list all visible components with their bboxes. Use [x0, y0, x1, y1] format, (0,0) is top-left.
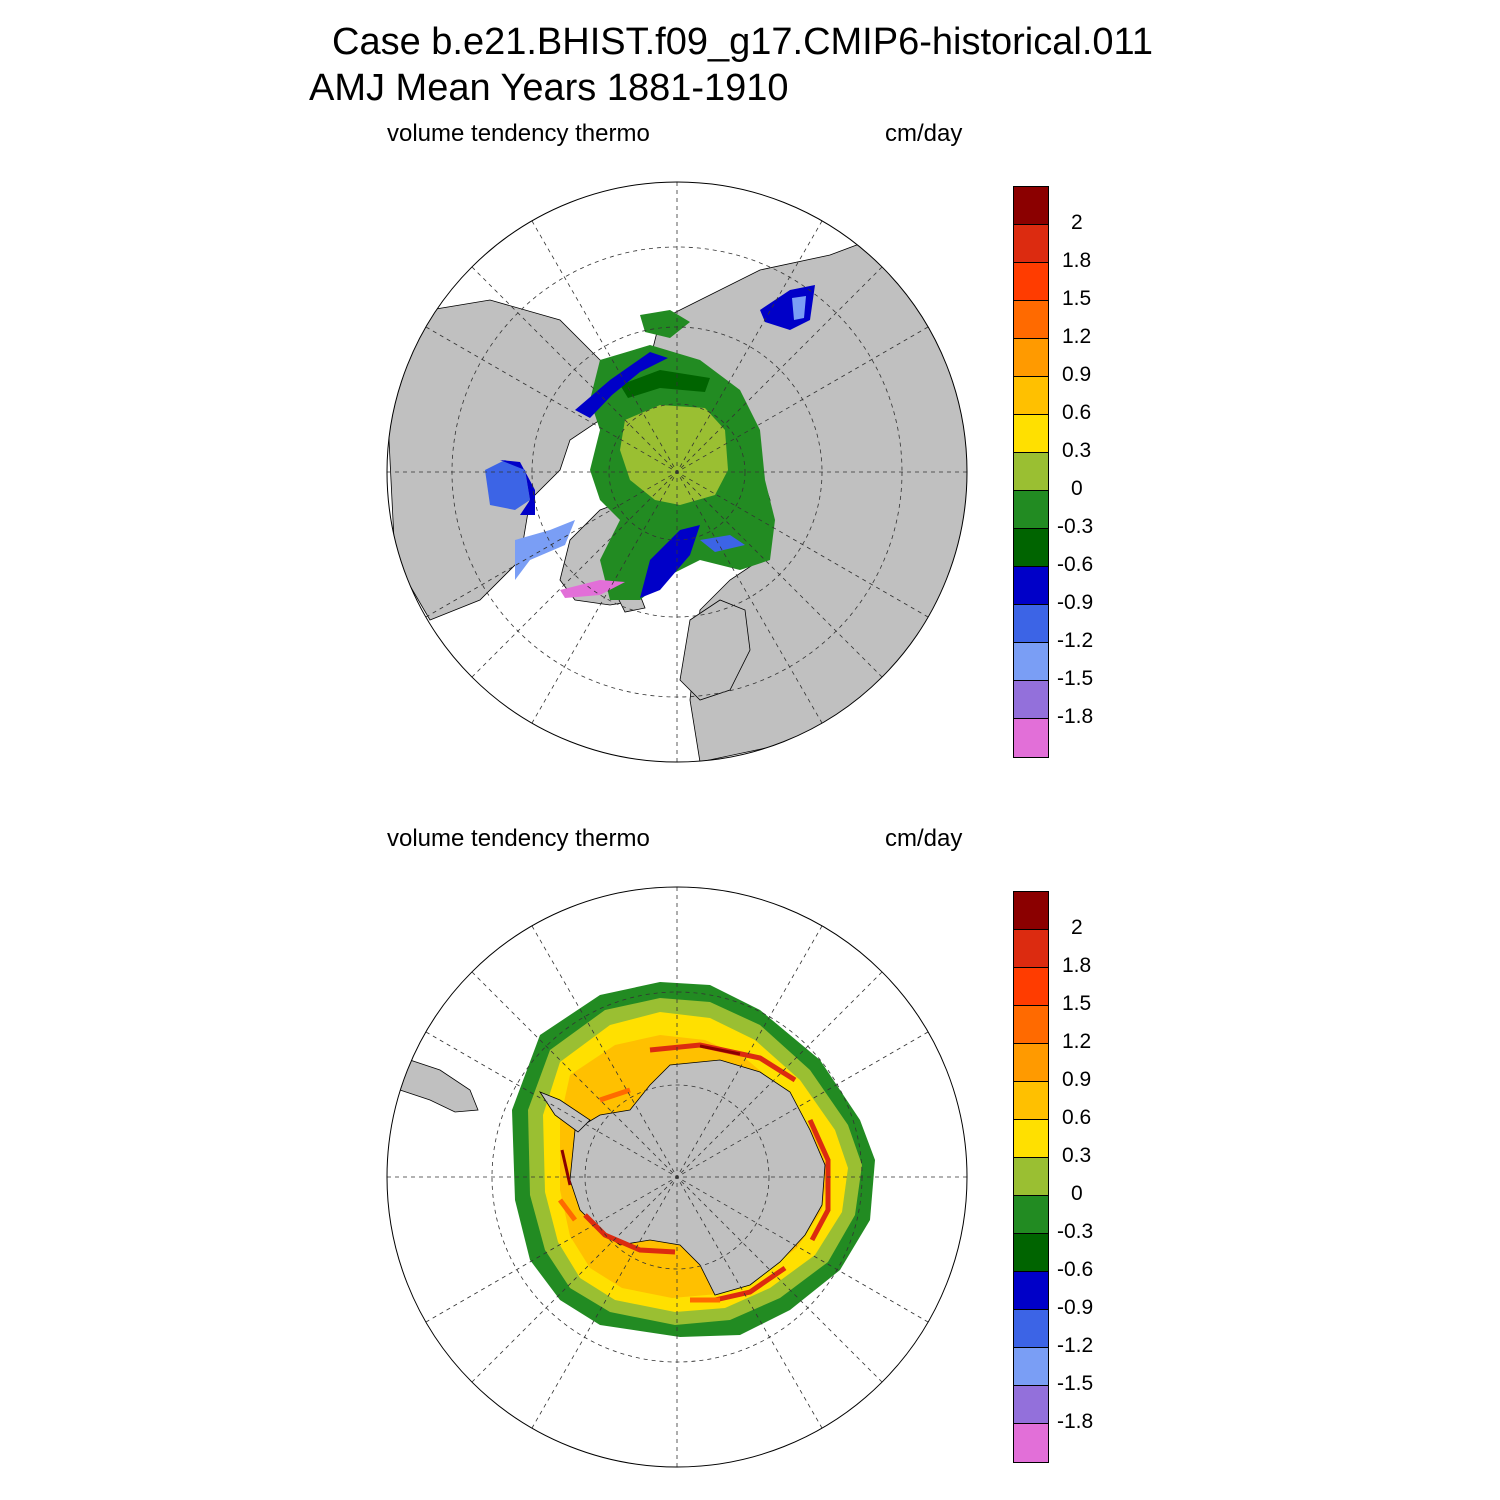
antarctic-ice-coastal-orange [558, 1087, 720, 1303]
colorbar-tick-label: -1.8 [1057, 705, 1094, 728]
colorbar-segment [1014, 225, 1048, 263]
arctic-graticule [387, 182, 967, 762]
colorbar-segment [1014, 415, 1048, 453]
arctic-ice-hudson-outer [500, 460, 535, 515]
colorbar-segment [1014, 453, 1048, 491]
arctic-ice-barents [640, 525, 700, 598]
panel2-units-label: cm/day [885, 825, 963, 852]
colorbar-tick-label: -0.6 [1057, 553, 1094, 576]
colorbar-tick-label: 1.2 [1062, 1030, 1092, 1053]
arctic-ice-hudson [485, 460, 530, 510]
panel2-colorbar [1013, 891, 1049, 1463]
arctic-ice-okhotsk [760, 285, 815, 330]
arctic-land-europe [679, 599, 751, 701]
arctic-ice-band-blue [575, 352, 668, 418]
colorbar-segment [1014, 529, 1048, 567]
colorbar-tick-label: 1.2 [1062, 325, 1092, 348]
colorbar-segment [1014, 1310, 1048, 1348]
colorbar-tick-label: -0.6 [1057, 1258, 1094, 1281]
panel1-colorbar [1013, 186, 1049, 758]
colorbar-tick-label: -1.8 [1057, 1410, 1094, 1433]
arctic-ice-barents-light [700, 535, 745, 552]
colorbar-segment [1014, 681, 1048, 719]
colorbar-segment [1014, 1348, 1048, 1386]
colorbar-segment [1014, 892, 1048, 930]
colorbar-segment [1014, 1082, 1048, 1120]
colorbar-tick-label: -0.3 [1057, 1220, 1094, 1243]
colorbar-tick-label: 0.9 [1062, 1068, 1092, 1091]
colorbar-segment [1014, 1158, 1048, 1196]
arctic-map-border [386, 181, 968, 763]
arctic-ice-greenland-edge [560, 580, 625, 598]
colorbar-segment [1014, 1120, 1048, 1158]
antarctic-graticule [387, 887, 967, 1467]
colorbar-tick-label: 0.6 [1062, 1106, 1092, 1129]
colorbar-segment [1014, 605, 1048, 643]
colorbar-segment [1014, 968, 1048, 1006]
colorbar-segment [1014, 1006, 1048, 1044]
panel1-units-label: cm/day [885, 120, 963, 147]
colorbar-tick-label: -1.5 [1057, 667, 1094, 690]
arctic-land-america [387, 299, 631, 621]
colorbar-segment [1014, 1272, 1048, 1310]
arctic-ice-labrador [515, 520, 575, 580]
colorbar-tick-label: 0.9 [1062, 363, 1092, 386]
colorbar-tick-label: 0 [1071, 1182, 1083, 1205]
colorbar-tick-label: 0.3 [1062, 1144, 1092, 1167]
colorbar-tick-label: -1.5 [1057, 1372, 1094, 1395]
colorbar-segment [1014, 1424, 1048, 1462]
antarctic-map-border [386, 886, 968, 1468]
colorbar-segment [1014, 567, 1048, 605]
colorbar-segment [1014, 1044, 1048, 1082]
colorbar-tick-label: -0.3 [1057, 515, 1094, 538]
colorbar-segment [1014, 339, 1048, 377]
colorbar-tick-label: -1.2 [1057, 1334, 1094, 1357]
colorbar-tick-label: -1.2 [1057, 629, 1094, 652]
colorbar-segment [1014, 491, 1048, 529]
arctic-ice-okhotsk-light [792, 296, 806, 320]
arctic-ice-band-dark [620, 370, 710, 398]
colorbar-segment [1014, 643, 1048, 681]
figure-title-line1: Case b.e21.BHIST.f09_g17.CMIP6-historica… [332, 21, 1153, 63]
colorbar-segment [1014, 719, 1048, 757]
colorbar-tick-label: 1.8 [1062, 954, 1092, 977]
colorbar-tick-label: 1.5 [1062, 287, 1092, 310]
colorbar-segment [1014, 930, 1048, 968]
colorbar-segment [1014, 263, 1048, 301]
colorbar-segment [1014, 1386, 1048, 1424]
antarctic-ice-coastal-darkred [560, 1044, 741, 1186]
figure-title-line2: AMJ Mean Years 1881-1910 [309, 67, 789, 109]
colorbar-segment [1014, 1234, 1048, 1272]
colorbar-tick-label: 0 [1071, 477, 1083, 500]
colorbar-tick-label: 0.3 [1062, 439, 1092, 462]
colorbar-tick-label: 2 [1071, 916, 1083, 939]
colorbar-tick-label: -0.9 [1057, 591, 1094, 614]
colorbar-segment [1014, 377, 1048, 415]
colorbar-segment [1014, 301, 1048, 339]
arctic-ice-bering [640, 310, 690, 338]
colorbar-segment [1014, 187, 1048, 225]
colorbar-tick-label: -0.9 [1057, 1296, 1094, 1319]
panel2-variable-label: volume tendency thermo [387, 825, 650, 852]
panel1-variable-label: volume tendency thermo [387, 120, 650, 147]
colorbar-segment [1014, 1196, 1048, 1234]
colorbar-tick-label: 2 [1071, 211, 1083, 234]
colorbar-tick-label: 1.8 [1062, 249, 1092, 272]
colorbar-tick-label: 1.5 [1062, 992, 1092, 1015]
colorbar-tick-label: 0.6 [1062, 401, 1092, 424]
